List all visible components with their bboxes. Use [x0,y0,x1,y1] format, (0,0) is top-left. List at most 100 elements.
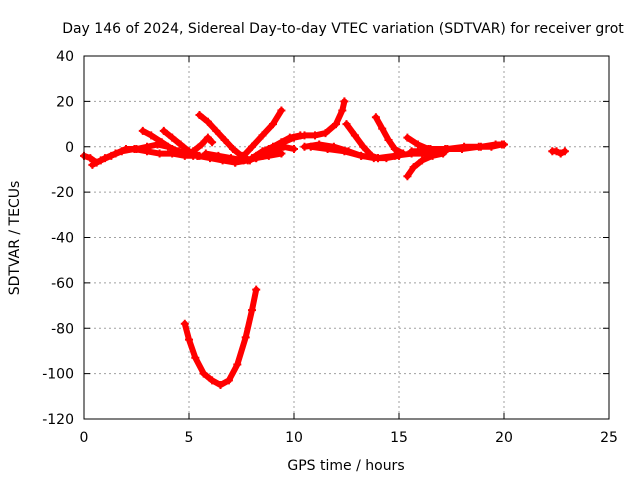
data-point [168,133,177,142]
data-point [233,360,242,369]
data-point [185,335,193,344]
data-point [350,131,359,140]
data-point [374,154,382,163]
data-point [107,151,116,160]
data-point [191,353,200,362]
data-point [180,319,189,328]
y-tick-label: -60 [51,276,74,292]
data-point [258,131,267,140]
data-point [193,151,202,160]
data-point [384,135,393,144]
series-7 [231,106,286,167]
data-point [426,145,435,154]
data-point [285,133,294,142]
x-tick-label: 10 [285,430,303,446]
data-point [157,138,166,147]
data-point [340,147,349,156]
data-point [264,145,273,154]
y-tick-label: -80 [51,321,74,337]
data-point [560,147,569,156]
data-point [241,333,250,342]
data-point [195,110,204,119]
data-point [340,97,349,106]
x-tick-label: 25 [600,430,618,446]
data-point [203,117,212,126]
data-point [552,147,561,156]
data-point [443,145,452,154]
data-point [147,131,156,140]
data-point [214,151,223,160]
x-axis-label: GPS time / hours [287,458,404,474]
data-point [460,142,469,151]
data-point [332,120,340,129]
series-9 [258,142,298,160]
y-tick-label: -120 [42,412,74,428]
data-point [403,172,412,181]
data-point [296,131,305,140]
data-point [342,120,351,129]
data-point [390,151,399,160]
y-axis-label: SDTVAR / TECUs [7,181,23,296]
data-point [323,145,332,154]
series-19 [548,147,569,158]
data-point [88,160,97,169]
data-point [413,140,422,149]
series-5 [180,133,217,158]
series-10 [252,131,305,160]
data-series [80,97,569,389]
x-tick-label: 20 [495,430,513,446]
y-tick-label: -100 [42,367,74,383]
data-point [500,140,508,149]
data-point [252,285,261,294]
y-tick-label: 40 [56,49,74,65]
data-point [378,124,387,133]
data-point [212,126,221,135]
data-point [290,145,298,154]
y-tick-label: -20 [51,185,74,201]
y-tick-label: 20 [56,94,74,110]
data-point [277,138,286,147]
data-point [371,113,380,122]
data-point [409,163,418,172]
data-point [201,149,210,158]
data-point [359,142,368,151]
data-point [248,306,256,315]
data-point [159,126,168,135]
data-point [189,147,198,156]
series-20 [180,285,261,389]
series-13 [371,113,408,158]
data-point [248,142,256,151]
data-point [390,145,399,154]
x-tick-label: 5 [185,430,194,446]
data-point [143,147,151,156]
data-point [224,376,233,385]
data-point [168,145,177,154]
data-point [229,145,238,154]
data-point [491,140,500,149]
axis-ticks: 0 5 10 15 20 25 -120 -100 -80 -60 -40 -20 0 20 40 [42,49,618,446]
data-point [96,156,105,165]
data-point [117,147,126,156]
data-point [220,135,229,144]
data-point [311,131,319,140]
x-tick-label: 0 [80,430,89,446]
data-point [252,151,261,160]
data-point [403,133,412,142]
data-point [418,156,427,165]
data-point [176,140,185,149]
data-point [216,380,225,389]
data-point [239,151,248,160]
data-point [277,106,286,115]
data-point [138,126,147,135]
y-tick-label: -40 [51,231,74,247]
data-point [306,142,315,151]
data-point [407,147,416,156]
data-point [227,154,235,163]
data-point [197,140,206,149]
chart-title: Day 146 of 2024, Sidereal Day-to-day VTE… [62,21,624,37]
series-18 [426,140,508,154]
data-point [556,149,565,158]
data-point [180,149,189,158]
data-point [321,129,330,138]
